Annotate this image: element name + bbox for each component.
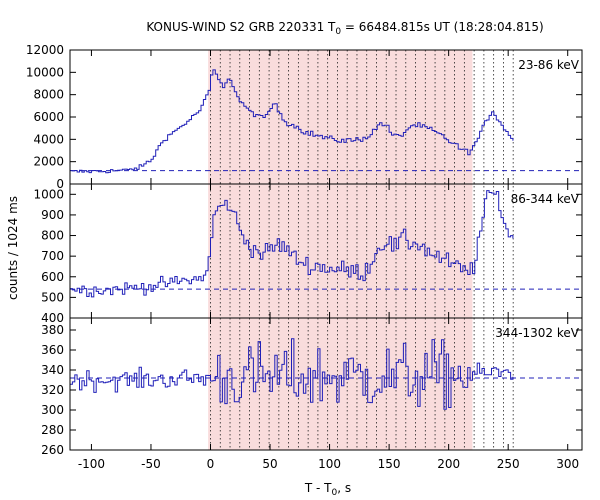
chart-title: KONUS-WIND S2 GRB 220331 T0 = 66484.815s…: [146, 20, 543, 37]
series-line-2: [70, 190, 514, 298]
y-tick-label: 400: [41, 311, 64, 325]
x-axis-title-subscript: 0: [332, 488, 338, 498]
y-tick-label: 340: [41, 363, 64, 377]
y-tick-label: 10000: [26, 65, 64, 79]
x-axis-title-prefix: T - T: [304, 481, 332, 495]
y-axis-title: counts / 1024 ms: [6, 196, 20, 300]
x-axis-title-suffix: , s: [337, 481, 351, 495]
x-tick-label: 300: [556, 457, 579, 471]
x-tick-label: 0: [207, 457, 215, 471]
panel-3: 260 280 300 320 340 360 380 344-1302 keV: [41, 317, 583, 457]
energy-band-label: 23-86 keV: [518, 58, 580, 72]
y-tick-label: 12000: [26, 43, 64, 57]
x-tick-label: 100: [318, 457, 341, 471]
y-tick-label: 280: [41, 423, 64, 437]
y-tick-label: 260: [41, 443, 64, 457]
x-tick-label: 50: [262, 457, 277, 471]
energy-band-label: 344-1302 keV: [495, 326, 579, 340]
y-tick-label: 1000: [33, 187, 64, 201]
chart-title-suffix: = 66484.815s UT (18:28:04.815): [341, 20, 544, 34]
y-tick-label: 4000: [33, 132, 64, 146]
x-tick-label: -100: [78, 457, 105, 471]
y-tick-label: 300: [41, 403, 64, 417]
series-line-3: [70, 338, 514, 410]
y-tick-label: 0: [56, 177, 64, 191]
y-tick-label: 2000: [33, 155, 64, 169]
series-line-1: [70, 69, 514, 174]
y-tick-label: 900: [41, 208, 64, 222]
chart-title-subscript: 0: [335, 27, 341, 37]
x-tick-label: 150: [378, 457, 401, 471]
shaded-interval: [208, 50, 473, 450]
y-tick-label: 380: [41, 323, 64, 337]
y-tick-label: 6000: [33, 110, 64, 124]
x-axis-title: T - T0, s: [304, 481, 351, 498]
y-tick-label: 500: [41, 290, 64, 304]
x-tick-label: 200: [437, 457, 460, 471]
panel-frame: [69, 317, 583, 451]
y-tick-label: 8000: [33, 88, 64, 102]
y-tick-label: 800: [41, 229, 64, 243]
x-tick-label: 250: [497, 457, 520, 471]
y-tick-label: 600: [41, 270, 64, 284]
y-tick-label: 320: [41, 383, 64, 397]
chart-title-prefix: KONUS-WIND S2 GRB 220331 T: [146, 20, 336, 34]
energy-band-label: 86-344 keV: [511, 192, 580, 206]
y-tick-label: 360: [41, 343, 64, 357]
x-tick-label: -50: [141, 457, 161, 471]
y-tick-label: 700: [41, 249, 64, 263]
panel-1: 0 2000 4000 6000 8000 10000 12000 23-86 keV: [26, 43, 583, 191]
